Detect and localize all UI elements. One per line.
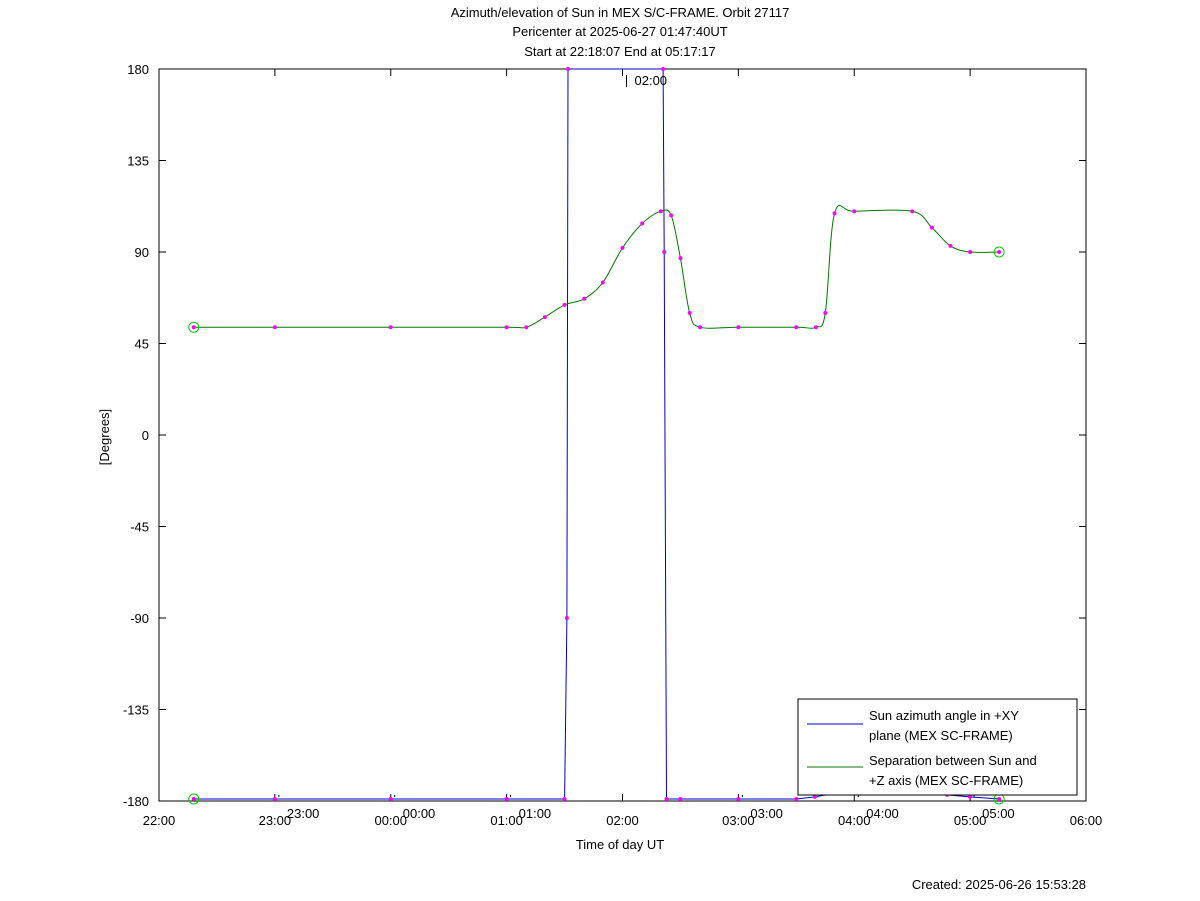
series-markers bbox=[188, 67, 1005, 805]
data-point bbox=[504, 796, 509, 801]
data-point bbox=[620, 245, 625, 250]
data-point bbox=[524, 325, 529, 330]
y-axis: 180 135 90 45 0 -45 -90 -135 -180 bbox=[123, 62, 1086, 809]
time-annotation-label: 23:00 bbox=[287, 806, 320, 821]
y-tick-label: -45 bbox=[130, 520, 149, 535]
title-line-2: Pericenter at 2025-06-27 01:47:40UT bbox=[512, 24, 727, 39]
time-annotations: 02:00 23:00 00:00 01:00 03:00 04:00 05:00 bbox=[278, 73, 1015, 821]
x-axis-label: Time of day UT bbox=[576, 837, 664, 852]
time-annotation-label: 02:00 bbox=[635, 73, 668, 88]
title-line-3: Start at 22:18:07 End at 05:17:17 bbox=[524, 44, 716, 59]
data-point bbox=[832, 211, 837, 216]
data-point bbox=[823, 311, 828, 315]
data-point bbox=[997, 250, 1002, 254]
data-point bbox=[814, 325, 819, 330]
data-point bbox=[968, 794, 973, 799]
data-point bbox=[504, 325, 509, 330]
data-point bbox=[662, 250, 667, 254]
data-point bbox=[794, 796, 799, 801]
y-tick-label: 135 bbox=[127, 154, 149, 169]
x-tick-label: 06:00 bbox=[1070, 813, 1103, 828]
data-point bbox=[562, 796, 567, 801]
created-timestamp: Created: 2025-06-26 15:53:28 bbox=[912, 877, 1086, 892]
x-tick-label: 01:00 bbox=[490, 813, 523, 828]
y-tick-label: -90 bbox=[130, 611, 149, 626]
data-point bbox=[997, 796, 1002, 801]
series-line-1 bbox=[193, 204, 1000, 329]
data-point bbox=[564, 616, 569, 620]
series-lines bbox=[193, 68, 1000, 800]
x-tick-label: 05:00 bbox=[954, 813, 987, 828]
data-point bbox=[562, 302, 567, 307]
data-point bbox=[794, 325, 799, 330]
legend-box bbox=[797, 698, 1078, 796]
title-line-1: Azimuth/elevation of Sun in MEX S/C-FRAM… bbox=[451, 5, 790, 20]
data-point bbox=[664, 796, 669, 801]
x-tick-label: 00:00 bbox=[374, 813, 407, 828]
y-tick-label: -180 bbox=[123, 794, 149, 809]
data-point bbox=[272, 325, 277, 330]
data-point bbox=[812, 794, 817, 799]
data-point bbox=[736, 796, 741, 801]
y-tick-label: -135 bbox=[123, 703, 149, 718]
legend-label-separation-2: +Z axis (MEX SC-FRAME) bbox=[869, 773, 1023, 788]
data-point bbox=[910, 209, 915, 214]
data-point bbox=[582, 296, 587, 301]
x-axis: 22:00 23:00 00:00 01:00 02:00 03:00 04:00 05:00… bbox=[143, 69, 1103, 828]
data-point bbox=[600, 280, 605, 285]
x-tick-label: 04:00 bbox=[838, 813, 871, 828]
data-point bbox=[968, 250, 973, 254]
data-point bbox=[191, 325, 196, 330]
data-point bbox=[191, 796, 196, 801]
data-point bbox=[272, 796, 277, 801]
data-point bbox=[678, 796, 683, 801]
data-point bbox=[661, 67, 666, 71]
end-marker bbox=[188, 321, 200, 333]
data-point bbox=[852, 209, 857, 214]
chart-title: Azimuth/elevation of Sun in MEX S/C-FRAM… bbox=[451, 5, 790, 59]
y-tick-label: 180 bbox=[127, 62, 149, 77]
legend-label-azimuth-1: Sun azimuth angle in +XY bbox=[869, 708, 1019, 723]
data-point bbox=[658, 209, 663, 214]
time-annotation-label: 00:00 bbox=[403, 806, 436, 821]
x-tick-label: 23:00 bbox=[259, 813, 292, 828]
data-point bbox=[542, 315, 547, 320]
data-point bbox=[687, 311, 692, 315]
data-point bbox=[929, 225, 934, 230]
y-axis-label: [Degrees] bbox=[97, 409, 112, 465]
legend-label-azimuth-2: plane (MEX SC-FRAME) bbox=[869, 728, 1013, 743]
legend: Sun azimuth angle in +XY plane (MEX SC-F… bbox=[797, 698, 1078, 796]
data-point bbox=[669, 213, 674, 218]
y-tick-label: 0 bbox=[142, 428, 149, 443]
data-point bbox=[566, 67, 571, 71]
time-annotation-label: 05:00 bbox=[982, 806, 1015, 821]
time-annotation-label: 03:00 bbox=[750, 806, 783, 821]
y-tick-label: 45 bbox=[135, 337, 149, 352]
data-point bbox=[678, 256, 683, 261]
x-tick-label: 22:00 bbox=[143, 813, 176, 828]
data-point bbox=[948, 243, 953, 248]
end-marker bbox=[993, 246, 1005, 258]
legend-label-separation-1: Separation between Sun and bbox=[869, 753, 1037, 768]
data-point bbox=[388, 796, 393, 801]
end-marker bbox=[188, 793, 200, 805]
x-tick-label: 02:00 bbox=[606, 813, 639, 828]
time-annotation-label: 04:00 bbox=[866, 806, 899, 821]
data-point bbox=[736, 325, 741, 330]
x-tick-label: 03:00 bbox=[722, 813, 755, 828]
data-point bbox=[698, 325, 703, 330]
data-point bbox=[388, 325, 393, 330]
time-annotation-label: 01:00 bbox=[519, 806, 552, 821]
plot-area bbox=[158, 68, 1087, 802]
series-line-0 bbox=[193, 68, 1000, 800]
y-tick-label: 90 bbox=[135, 245, 149, 260]
data-point bbox=[640, 221, 645, 226]
